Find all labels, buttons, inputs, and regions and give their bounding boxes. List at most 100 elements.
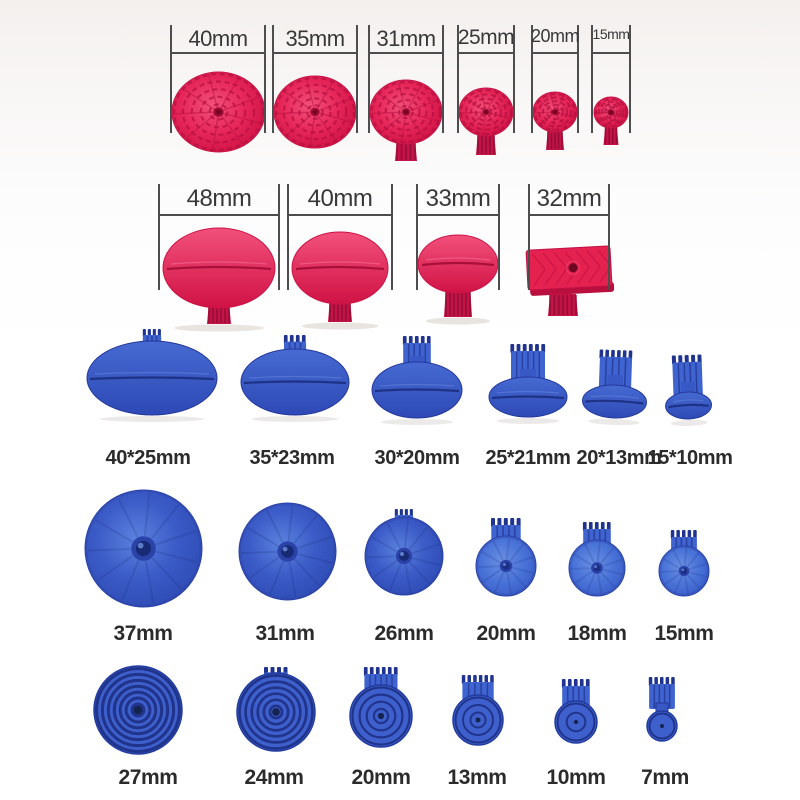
bracket-right-line (608, 184, 610, 290)
measurement-bracket-15mm: 15mm (591, 25, 631, 133)
size-label: 25*21mm (485, 447, 571, 469)
size-label: 20*13mm (576, 447, 662, 469)
glue-tab-40mm (168, 69, 269, 159)
size-label: 40mm (188, 26, 248, 51)
measurement-bracket-33mm: 33mm (416, 184, 500, 290)
size-label: 20mm (476, 622, 536, 645)
bracket-right-line (442, 25, 444, 133)
bracket-left-line (158, 184, 160, 290)
size-label: 27mm (118, 766, 178, 789)
glue-tab-40mm (288, 230, 392, 330)
bracket-left-line (416, 184, 418, 290)
glue-tab-31mm (366, 77, 446, 165)
bracket-left-line (528, 184, 530, 290)
bracket-left-line (531, 25, 533, 133)
bracket-right-line (629, 25, 631, 133)
measurement-bracket-20mm: 20mm (531, 25, 580, 133)
bracket-horizontal-line (288, 214, 392, 216)
glue-tab-24mm (232, 665, 320, 759)
glue-tab-37mm (80, 486, 207, 613)
size-label: 15*10mm (647, 447, 733, 469)
bracket-right-line (498, 184, 500, 290)
glue-tab-20mm (345, 665, 417, 755)
bracket-right-line (577, 25, 579, 133)
bracket-horizontal-line (273, 52, 357, 54)
bracket-right-line (513, 25, 515, 133)
glue-tab-26mm (360, 507, 448, 603)
glue-tab-15-10mm (659, 352, 718, 428)
size-label: 40mm (307, 185, 373, 212)
size-label: 33mm (425, 185, 491, 212)
size-label: 25mm (457, 26, 515, 49)
size-label: 26mm (374, 622, 434, 645)
size-label: 20mm (351, 766, 411, 789)
glue-tab-35mm (270, 73, 360, 155)
measurement-bracket-32mm: 32mm (528, 184, 610, 290)
bracket-horizontal-line (458, 52, 514, 54)
measurement-bracket-25mm: 25mm (457, 25, 515, 133)
size-label: 37mm (113, 622, 173, 645)
glue-tab-20mm (471, 516, 541, 604)
bracket-left-line (368, 25, 370, 133)
bracket-right-line (356, 25, 358, 133)
bracket-left-line (170, 25, 172, 133)
measurement-bracket-40mm: 40mm (170, 25, 266, 133)
bracket-left-line (287, 184, 289, 290)
glue-tab-25mm (455, 85, 517, 159)
bracket-left-line (591, 25, 593, 133)
glue-tab-20mm (529, 89, 581, 154)
size-label: 15mm (654, 622, 714, 645)
size-label: 13mm (447, 766, 507, 789)
glue-tab-48mm (159, 226, 279, 332)
measurement-bracket-31mm: 31mm (368, 25, 444, 133)
glue-tab-32mm (519, 238, 619, 322)
glue-tab-7mm (642, 675, 682, 749)
measurement-bracket-40mm: 40mm (287, 184, 393, 290)
bracket-left-line (457, 25, 459, 133)
size-label: 40*25mm (105, 447, 191, 469)
size-label: 31mm (376, 26, 436, 51)
glue-tab-30-20mm (367, 334, 467, 426)
size-label: 48mm (186, 185, 252, 212)
size-label: 32mm (536, 185, 602, 212)
glue-tab-15mm (590, 94, 632, 149)
glue-tab-40-25mm (82, 327, 222, 423)
size-label: 35mm (285, 26, 345, 51)
size-label: 31mm (255, 622, 315, 645)
bracket-horizontal-line (369, 52, 443, 54)
size-label: 7mm (641, 766, 689, 789)
glue-tab-35-23mm (236, 333, 354, 423)
size-label: 20mm (531, 26, 580, 46)
bracket-right-line (264, 25, 266, 133)
measurement-bracket-48mm: 48mm (158, 184, 280, 290)
glue-tab-10mm (550, 677, 602, 751)
glue-tab-20-13mm (577, 346, 654, 427)
bracket-right-line (278, 184, 280, 290)
bracket-horizontal-line (592, 52, 630, 54)
size-label: 35*23mm (249, 447, 335, 469)
glue-tab-13mm (448, 673, 508, 753)
bracket-horizontal-line (532, 52, 578, 54)
measurement-bracket-35mm: 35mm (272, 25, 358, 133)
bracket-horizontal-line (159, 214, 279, 216)
size-label: 18mm (567, 622, 627, 645)
size-label: 24mm (244, 766, 304, 789)
bracket-horizontal-line (417, 214, 499, 216)
size-label: 15mm (592, 26, 630, 42)
bracket-horizontal-line (171, 52, 265, 54)
size-label: 10mm (546, 766, 606, 789)
bracket-horizontal-line (529, 214, 609, 216)
bracket-right-line (391, 184, 393, 290)
glue-tab-33mm (414, 233, 502, 325)
size-label: 30*20mm (374, 447, 460, 469)
glue-tab-25-21mm (484, 342, 572, 425)
glue-tab-18mm (564, 520, 630, 604)
glue-tab-31mm (234, 499, 341, 606)
bracket-left-line (272, 25, 274, 133)
